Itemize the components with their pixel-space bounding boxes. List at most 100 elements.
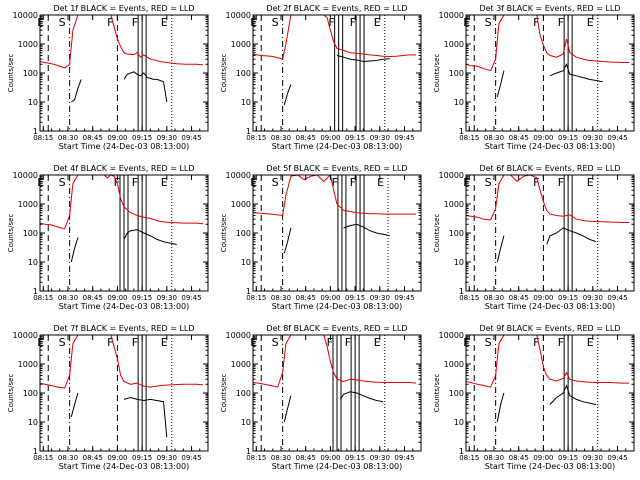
event-marker-label: E xyxy=(377,176,384,189)
event-marker-label: F xyxy=(533,176,539,189)
panel-det-3f: Det 3f BLACK = Events, RED = LLD E S F F E 1 10… xyxy=(433,4,635,151)
y-tick-label: 1 xyxy=(459,287,464,296)
x-axis-label: Start Time (24-Dec-03 08:13:00) xyxy=(485,302,616,311)
event-marker-label: F xyxy=(533,336,539,349)
lld-series-line xyxy=(253,15,417,60)
x-tick-label: 09:15 xyxy=(345,134,365,142)
events-series-line xyxy=(70,229,177,263)
y-axis-label: Counts/sec xyxy=(433,214,441,253)
panel-det-1f: Det 1f BLACK = Events, RED = LLD E S F F E 1 10… xyxy=(7,4,209,151)
x-axis-label: Start Time (24-Dec-03 08:13:00) xyxy=(485,142,616,151)
x-tick-label: 08:30 xyxy=(271,294,291,302)
x-tick-label: 09:00 xyxy=(533,454,553,462)
event-marker-label: E xyxy=(37,176,44,189)
y-tick-label: 1 xyxy=(33,287,38,296)
event-marker-label: S xyxy=(59,176,66,189)
x-tick-label: 09:15 xyxy=(558,294,578,302)
panel-title: Det 2f BLACK = Events, RED = LLD xyxy=(266,4,407,13)
x-tick-label: 08:30 xyxy=(58,134,78,142)
x-tick-label: 08:30 xyxy=(484,454,504,462)
y-axis-label: Counts/sec xyxy=(7,54,15,93)
event-marker-label: S xyxy=(485,16,492,29)
x-tick-label: 08:30 xyxy=(484,294,504,302)
x-tick-label: 09:30 xyxy=(583,294,603,302)
y-tick-label: 1000 xyxy=(231,40,251,49)
y-tick-label: 100 xyxy=(23,389,38,398)
events-series-line xyxy=(283,55,390,105)
x-tick-label: 08:45 xyxy=(83,294,103,302)
y-tick-label: 100 xyxy=(236,389,251,398)
y-tick-label: 1 xyxy=(459,447,464,456)
x-axis-label: Start Time (24-Dec-03 08:13:00) xyxy=(59,142,190,151)
y-tick-label: 1000 xyxy=(444,360,464,369)
event-marker-label: E xyxy=(161,336,168,349)
x-tick-label: 09:45 xyxy=(607,454,627,462)
y-axis-label: Counts/sec xyxy=(7,374,15,413)
x-tick-label: 09:15 xyxy=(558,134,578,142)
lld-series-line xyxy=(466,175,630,223)
event-marker-label: F xyxy=(107,336,113,349)
y-tick-label: 100 xyxy=(23,69,38,78)
events-series-line xyxy=(70,392,168,438)
x-tick-label: 09:45 xyxy=(181,294,201,302)
y-tick-label: 10000 xyxy=(226,331,251,340)
event-marker-label: E xyxy=(161,16,168,29)
event-marker-label: F xyxy=(558,176,564,189)
panel-det-8f: Det 8f BLACK = Events, RED = LLD E S F F E 1 10… xyxy=(220,324,422,471)
x-tick-label: 09:00 xyxy=(533,134,553,142)
lld-series-line xyxy=(40,175,204,230)
y-tick-label: 10 xyxy=(28,258,38,267)
panel-title: Det 8f BLACK = Events, RED = LLD xyxy=(266,324,407,333)
x-axis-label: Start Time (24-Dec-03 08:13:00) xyxy=(272,462,403,471)
y-tick-label: 10 xyxy=(454,258,464,267)
x-tick-label: 08:15 xyxy=(459,134,479,142)
panel-title: Det 9f BLACK = Events, RED = LLD xyxy=(479,324,620,333)
event-marker-label: F xyxy=(558,336,564,349)
x-tick-label: 09:30 xyxy=(370,454,390,462)
x-axis-label: Start Time (24-Dec-03 08:13:00) xyxy=(272,142,403,151)
event-marker-label: E xyxy=(37,336,44,349)
y-tick-label: 1 xyxy=(246,447,251,456)
x-tick-label: 08:15 xyxy=(246,294,266,302)
y-tick-label: 100 xyxy=(236,229,251,238)
event-marker-label: F xyxy=(107,16,113,29)
x-axis-label: Start Time (24-Dec-03 08:13:00) xyxy=(485,462,616,471)
x-tick-label: 09:30 xyxy=(583,454,603,462)
x-tick-label: 09:15 xyxy=(132,294,152,302)
event-marker-label: F xyxy=(327,336,333,349)
x-tick-label: 09:45 xyxy=(394,294,414,302)
x-tick-label: 08:45 xyxy=(83,454,103,462)
lld-series-line xyxy=(40,15,204,69)
x-tick-label: 09:00 xyxy=(533,294,553,302)
events-series-line xyxy=(71,71,168,103)
event-marker-label: E xyxy=(587,16,594,29)
event-marker-label: E xyxy=(161,176,168,189)
x-tick-label: 09:00 xyxy=(107,454,127,462)
event-marker-label: F xyxy=(132,176,138,189)
y-tick-label: 100 xyxy=(449,389,464,398)
x-axis-label: Start Time (24-Dec-03 08:13:00) xyxy=(59,462,190,471)
x-tick-label: 08:30 xyxy=(271,454,291,462)
y-tick-label: 10 xyxy=(454,98,464,107)
event-marker-label: E xyxy=(463,336,470,349)
event-marker-label: S xyxy=(272,176,279,189)
plot-frame xyxy=(252,174,422,292)
x-tick-label: 08:30 xyxy=(271,134,291,142)
y-tick-label: 100 xyxy=(449,69,464,78)
x-tick-label: 08:45 xyxy=(296,134,316,142)
events-series-line xyxy=(283,391,384,423)
x-tick-label: 08:30 xyxy=(484,134,504,142)
y-tick-label: 100 xyxy=(236,69,251,78)
event-marker-label: F xyxy=(350,176,356,189)
y-tick-label: 1000 xyxy=(18,360,38,369)
panel-title: Det 1f BLACK = Events, RED = LLD xyxy=(53,4,194,13)
y-tick-label: 10000 xyxy=(13,171,38,180)
plot-frame xyxy=(39,14,209,132)
y-tick-label: 1000 xyxy=(231,360,251,369)
panel-det-7f: Det 7f BLACK = Events, RED = LLD E S F F E 1 10… xyxy=(7,324,209,471)
y-tick-label: 10 xyxy=(241,418,251,427)
event-marker-label: E xyxy=(37,16,44,29)
panel-det-6f: Det 6f BLACK = Events, RED = LLD E S F F E 1 10… xyxy=(433,164,635,311)
event-marker-label: F xyxy=(132,336,138,349)
event-marker-label: F xyxy=(332,176,338,189)
